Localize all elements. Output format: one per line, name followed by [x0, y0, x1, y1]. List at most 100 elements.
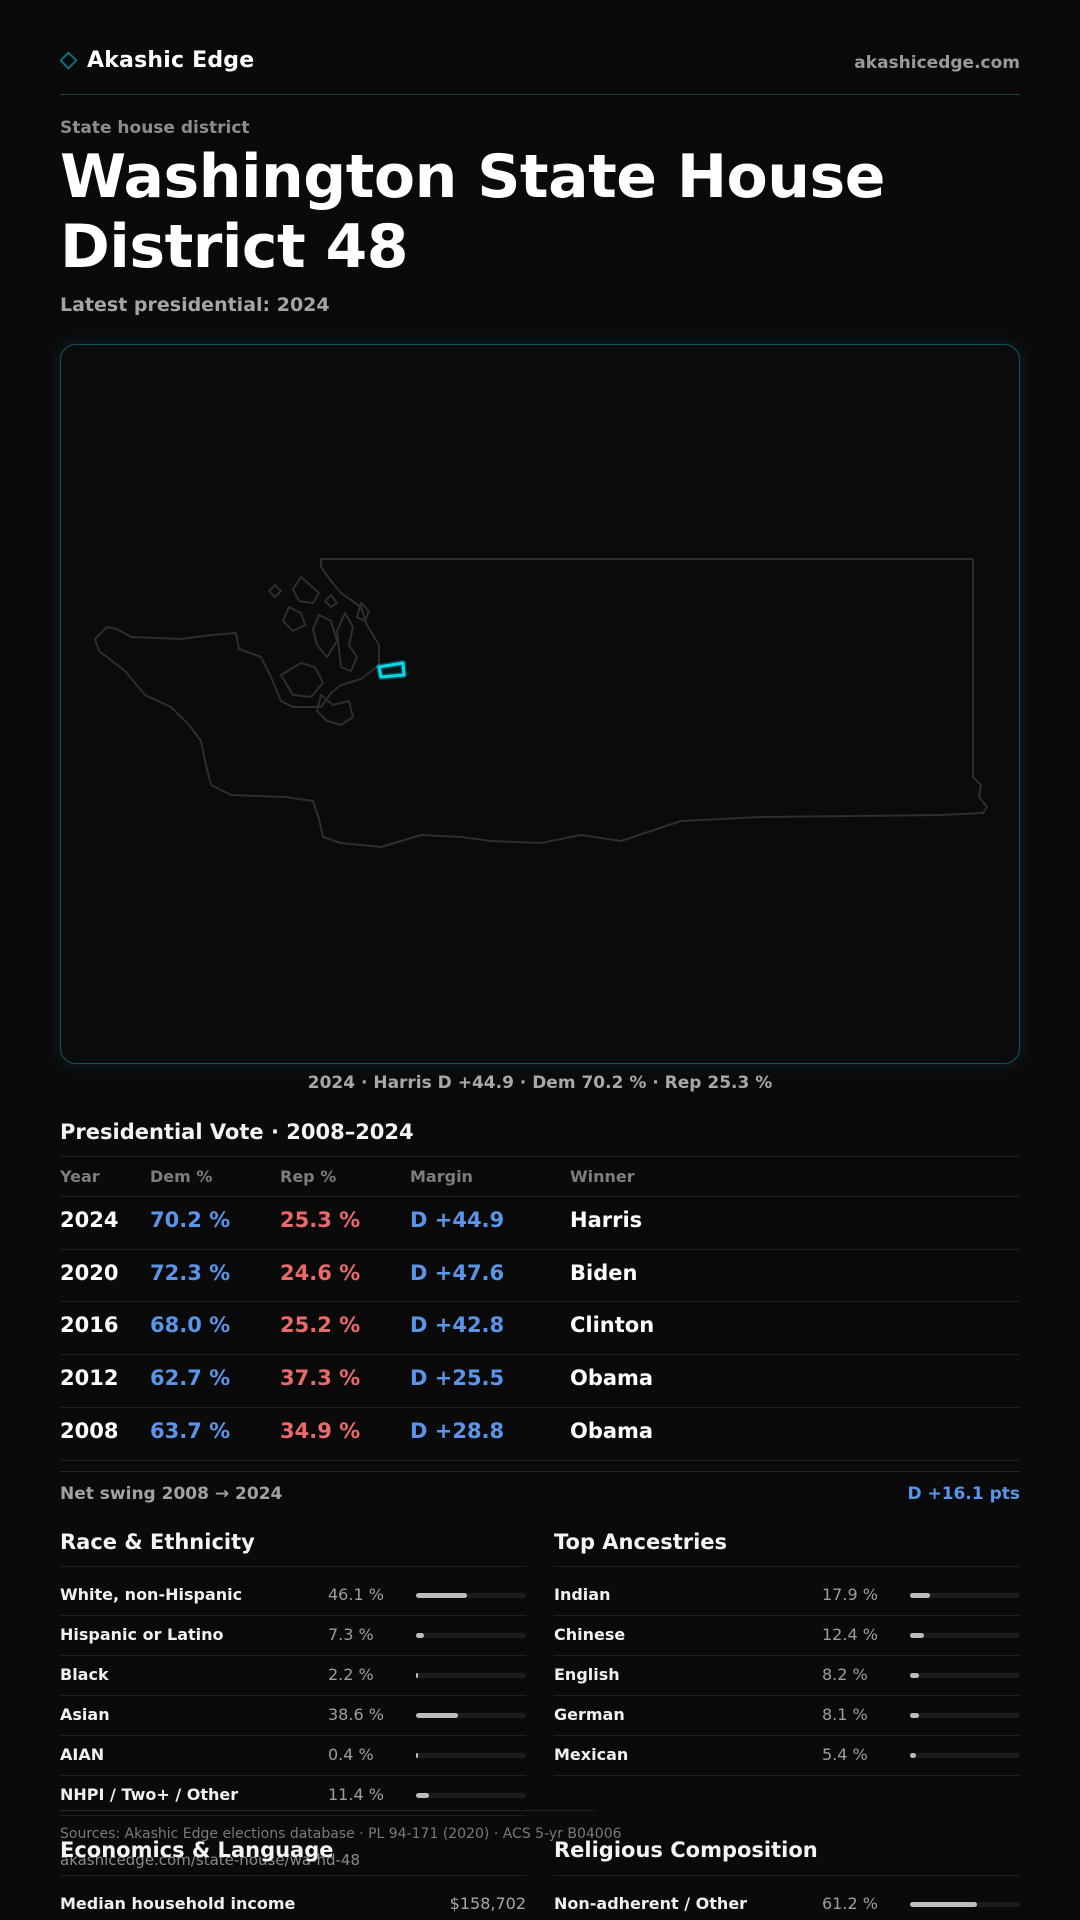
list-item-pct: 7.3 % [328, 1625, 374, 1644]
economics-row: Median household income $158,702 [60, 1894, 526, 1920]
list-item: German 8.1 % [554, 1705, 1020, 1745]
list-item: Asian 38.6 % [60, 1705, 526, 1745]
row-margin: D +44.9 [410, 1208, 505, 1232]
col-year: Year [60, 1167, 100, 1186]
sources-note: Sources: Akashic Edge elections database… [60, 1826, 622, 1842]
divider [60, 1460, 1020, 1461]
col-margin: Margin [410, 1167, 473, 1186]
col-rep: Rep % [280, 1167, 337, 1186]
divider [60, 1775, 526, 1776]
row-year: 2024 [60, 1208, 119, 1232]
row-year: 2020 [60, 1261, 119, 1285]
bar-fill [416, 1633, 424, 1638]
site-url[interactable]: akashicedge.com [854, 53, 1020, 73]
list-item-label: Asian [60, 1705, 110, 1724]
table-row: 2024 70.2 % 25.3 % D +44.9 Harris [60, 1208, 1020, 1261]
bar-track [910, 1673, 1020, 1678]
list-item-pct: 0.4 % [328, 1745, 374, 1764]
diamond-outline-icon [59, 51, 78, 70]
list-item-label: White, non-Hispanic [60, 1585, 243, 1604]
bar-fill [416, 1793, 429, 1798]
row-dem: 68.0 % [150, 1313, 231, 1337]
col-winner: Winner [570, 1167, 635, 1186]
bar-track [910, 1633, 1020, 1638]
divider [60, 1156, 1020, 1157]
bar-fill [910, 1673, 919, 1678]
bar-track [910, 1593, 1020, 1598]
divider [554, 1775, 1020, 1776]
district-map[interactable] [60, 344, 1020, 1064]
religion-pct: 61.2 % [822, 1894, 878, 1913]
col-dem: Dem % [150, 1167, 213, 1186]
header-divider [60, 94, 1020, 95]
list-item-pct: 12.4 % [822, 1625, 878, 1644]
row-margin: D +28.8 [410, 1419, 505, 1443]
bar-track [910, 1753, 1020, 1758]
row-rep: 34.9 % [280, 1419, 361, 1443]
divider [60, 1566, 526, 1567]
row-winner: Obama [570, 1419, 654, 1443]
row-rep: 37.3 % [280, 1366, 361, 1390]
list-item-pct: 38.6 % [328, 1705, 384, 1724]
list-item-label: Mexican [554, 1745, 629, 1764]
list-item-pct: 5.4 % [822, 1745, 868, 1764]
footer-url[interactable]: akashicedge.com/state-house/wa-hd-48 [60, 1851, 360, 1869]
bar-fill [910, 1753, 916, 1758]
list-item-label: Hispanic or Latino [60, 1625, 224, 1644]
list-item: Black 2.2 % [60, 1665, 526, 1705]
net-swing-label: Net swing 2008 → 2024 [60, 1484, 283, 1504]
divider [554, 1735, 1020, 1736]
district-highlight[interactable] [376, 660, 407, 680]
top-bar: Akashic Edge akashicedge.com [59, 48, 1020, 80]
presidential-title: Presidential Vote · 2008–2024 [60, 1120, 414, 1144]
divider [60, 1695, 526, 1696]
row-rep: 25.3 % [280, 1208, 361, 1232]
list-item-pct: 11.4 % [328, 1785, 384, 1804]
divider [60, 1407, 1020, 1408]
list-item-label: English [554, 1665, 620, 1684]
brand[interactable]: Akashic Edge [59, 48, 255, 73]
row-winner: Clinton [570, 1313, 655, 1337]
page-subtitle: Latest presidential: 2024 [60, 294, 330, 316]
map-caption: 2024 · Harris D +44.9 · Dem 70.2 % · Rep… [307, 1073, 773, 1093]
page-title: Washington State House District 48 [60, 142, 885, 282]
row-rep: 25.2 % [280, 1313, 361, 1337]
list-item-label: Black [60, 1665, 109, 1684]
divider [554, 1655, 1020, 1656]
list-item: White, non-Hispanic 46.1 % [60, 1585, 526, 1625]
divider [60, 1196, 1020, 1197]
economics-value: $158,702 [449, 1894, 526, 1913]
list-item-label: AIAN [60, 1745, 105, 1764]
divider [554, 1566, 1020, 1567]
row-winner: Biden [570, 1261, 638, 1285]
row-winner: Harris [570, 1208, 643, 1232]
divider [60, 1249, 1020, 1250]
divider [554, 1695, 1020, 1696]
divider [60, 1354, 1020, 1355]
religion-label: Non-adherent / Other [554, 1894, 748, 1913]
divider [60, 1815, 526, 1816]
row-year: 2016 [60, 1313, 119, 1337]
divider [60, 1875, 526, 1876]
table-row: 2008 63.7 % 34.9 % D +28.8 Obama [60, 1419, 1020, 1472]
row-margin: D +42.8 [410, 1313, 505, 1337]
ancestry-title: Top Ancestries [554, 1530, 728, 1554]
table-row: 2012 62.7 % 37.3 % D +25.5 Obama [60, 1366, 1020, 1419]
bar-track [416, 1713, 526, 1718]
brand-name: Akashic Edge [87, 48, 255, 73]
bar-track [416, 1633, 526, 1638]
footer-divider [60, 1810, 594, 1811]
religion-row: Non-adherent / Other 61.2 % [554, 1894, 1020, 1920]
bar-fill [910, 1593, 930, 1598]
list-item-pct: 17.9 % [822, 1585, 878, 1604]
list-item-label: Chinese [554, 1625, 626, 1644]
row-dem: 62.7 % [150, 1366, 231, 1390]
list-item: Chinese 12.4 % [554, 1625, 1020, 1665]
divider [60, 1615, 526, 1616]
bar-fill [910, 1713, 919, 1718]
divider [60, 1471, 1020, 1472]
religion-bar-track [910, 1902, 1020, 1907]
list-item-pct: 8.2 % [822, 1665, 868, 1684]
list-item-label: NHPI / Two+ / Other [60, 1785, 239, 1804]
net-swing-value: D +16.1 pts [907, 1484, 1020, 1504]
